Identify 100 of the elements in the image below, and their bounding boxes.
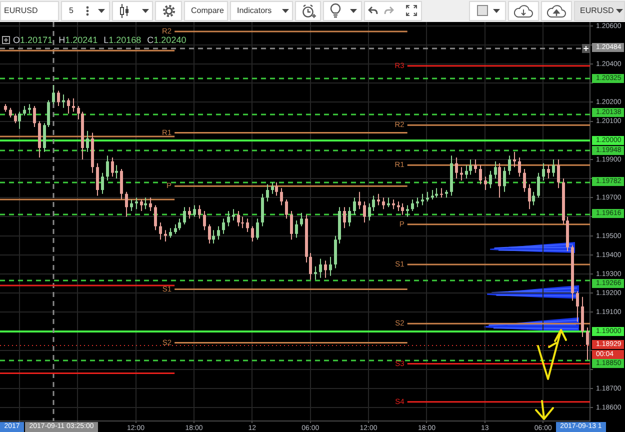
candlestick bbox=[498, 162, 501, 198]
annotation: O1.20171 bbox=[13, 35, 53, 45]
candlestick bbox=[86, 130, 89, 152]
candlestick bbox=[149, 197, 152, 212]
candlestick bbox=[353, 197, 356, 216]
candlestick bbox=[290, 210, 293, 240]
candlestick bbox=[542, 162, 545, 181]
chart-title: EURUSD bbox=[4, 6, 38, 16]
candlestick bbox=[237, 210, 240, 227]
candlestick bbox=[14, 113, 17, 124]
candlestick bbox=[241, 216, 244, 229]
candlestick bbox=[358, 191, 361, 210]
candlestick bbox=[208, 224, 211, 244]
candlestick bbox=[111, 157, 114, 178]
candlestick bbox=[455, 157, 458, 180]
candlestick bbox=[188, 206, 191, 220]
candlestick bbox=[227, 210, 230, 227]
annotation: C1.20240 bbox=[147, 35, 186, 45]
candlestick bbox=[537, 172, 540, 198]
candlestick bbox=[431, 190, 434, 200]
candlestick bbox=[426, 191, 429, 202]
candlestick bbox=[67, 98, 70, 114]
candlestick bbox=[411, 199, 414, 212]
candlestick bbox=[528, 184, 531, 210]
candlestick bbox=[154, 204, 157, 231]
candlestick bbox=[28, 104, 31, 114]
candlestick bbox=[508, 155, 511, 176]
candlestick bbox=[115, 164, 118, 180]
candlestick bbox=[343, 206, 346, 229]
candlestick bbox=[576, 290, 579, 322]
candlestick bbox=[401, 202, 404, 216]
candlestick bbox=[377, 193, 380, 206]
candlestick bbox=[348, 206, 351, 227]
candlestick bbox=[106, 155, 109, 181]
candlestick bbox=[586, 326, 589, 360]
candlestick bbox=[203, 210, 206, 231]
candlestick bbox=[47, 100, 50, 128]
candlestick bbox=[159, 222, 162, 240]
candlestick bbox=[9, 107, 12, 118]
candlestick bbox=[295, 220, 298, 238]
candlestick bbox=[503, 166, 506, 192]
annotation: L1.20168 bbox=[104, 35, 142, 45]
candlestick bbox=[246, 218, 249, 232]
candlestick bbox=[319, 258, 322, 278]
candlestick bbox=[212, 230, 215, 244]
text: Compare bbox=[191, 6, 224, 16]
candlestick bbox=[77, 106, 80, 120]
candlestick bbox=[251, 226, 254, 242]
candlestick bbox=[57, 90, 60, 106]
text: EURUSD bbox=[580, 6, 614, 16]
candlestick bbox=[174, 224, 177, 234]
candlestick bbox=[23, 106, 26, 116]
candlestick bbox=[552, 158, 555, 178]
candlestick bbox=[416, 197, 419, 208]
candlestick bbox=[440, 188, 443, 198]
candlestick bbox=[489, 170, 492, 189]
candlestick bbox=[363, 200, 366, 223]
candlestick bbox=[557, 158, 560, 189]
candlestick bbox=[421, 193, 424, 206]
text: 5 bbox=[69, 6, 74, 16]
candlestick bbox=[52, 84, 55, 105]
candlestick bbox=[513, 151, 516, 168]
candlestick bbox=[266, 184, 269, 202]
candlestick bbox=[256, 218, 259, 240]
candlestick bbox=[130, 199, 133, 212]
candlestick bbox=[280, 188, 283, 206]
candlestick bbox=[532, 191, 535, 206]
candlestick bbox=[222, 218, 225, 234]
candlestick bbox=[329, 256, 332, 276]
candlestick bbox=[406, 204, 409, 218]
annotation: H1.20241 bbox=[58, 35, 98, 45]
candlestick bbox=[275, 182, 278, 196]
candlestick bbox=[474, 158, 477, 174]
candlestick bbox=[33, 106, 36, 128]
candlestick bbox=[285, 199, 288, 220]
candlestick bbox=[18, 111, 21, 130]
candlestick bbox=[309, 252, 312, 280]
candlestick bbox=[479, 164, 482, 185]
candlestick bbox=[178, 218, 181, 231]
candlestick bbox=[372, 195, 375, 212]
candlestick bbox=[217, 226, 220, 240]
candlestick bbox=[523, 168, 526, 192]
candlestick bbox=[72, 98, 75, 112]
text: Indicators bbox=[237, 6, 272, 16]
candlestick bbox=[547, 164, 550, 180]
candlestick bbox=[469, 158, 472, 176]
candlestick bbox=[43, 122, 46, 152]
candlestick bbox=[465, 164, 468, 180]
candlestick bbox=[484, 176, 487, 190]
candlestick bbox=[392, 199, 395, 210]
candlestick bbox=[183, 206, 186, 225]
candlestick bbox=[96, 162, 99, 196]
candlestick bbox=[135, 197, 138, 210]
candlestick bbox=[164, 230, 167, 242]
candlestick bbox=[300, 212, 303, 227]
candlestick bbox=[368, 202, 371, 222]
candlestick bbox=[382, 197, 385, 210]
candlestick bbox=[271, 182, 274, 194]
candlestick bbox=[314, 266, 317, 280]
candlestick bbox=[120, 168, 123, 200]
